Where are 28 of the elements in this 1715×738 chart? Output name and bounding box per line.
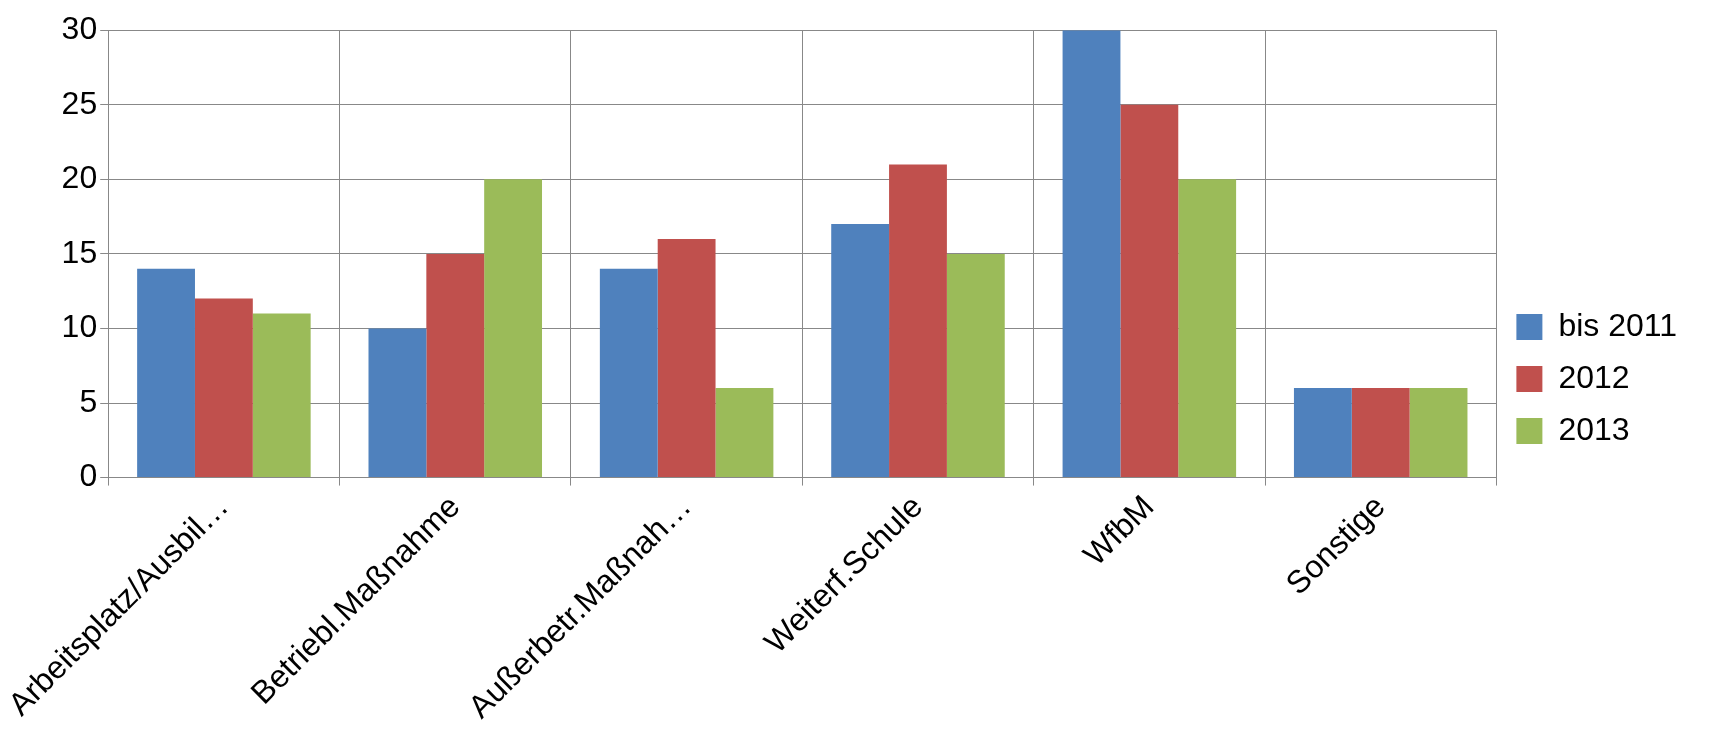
y-tick-label: 15 [61,233,98,270]
bar [889,164,947,478]
bar [1409,388,1468,478]
y-tick-label: 25 [61,84,98,121]
y-tick-label: 10 [61,308,98,345]
bar [368,328,427,478]
bar [137,268,195,478]
legend-label: 2012 [1558,358,1630,395]
bar [657,238,716,478]
bar [194,298,253,478]
y-tick-label: 20 [61,159,98,196]
bar [252,313,311,478]
bar [946,253,1005,478]
bar [484,179,543,478]
bar [1120,104,1179,478]
bar [715,388,774,478]
y-tick-label: 30 [61,10,98,47]
legend-label: 2013 [1558,410,1630,447]
bar [831,224,890,478]
bar [1062,30,1121,478]
legend-label: bis 2011 [1558,306,1677,343]
bar [599,268,658,478]
bar [1293,388,1352,478]
y-tick-label: 5 [79,382,98,419]
bar [1178,179,1237,478]
bar [1351,388,1410,478]
bar [426,253,485,478]
y-tick-label: 0 [79,457,98,494]
